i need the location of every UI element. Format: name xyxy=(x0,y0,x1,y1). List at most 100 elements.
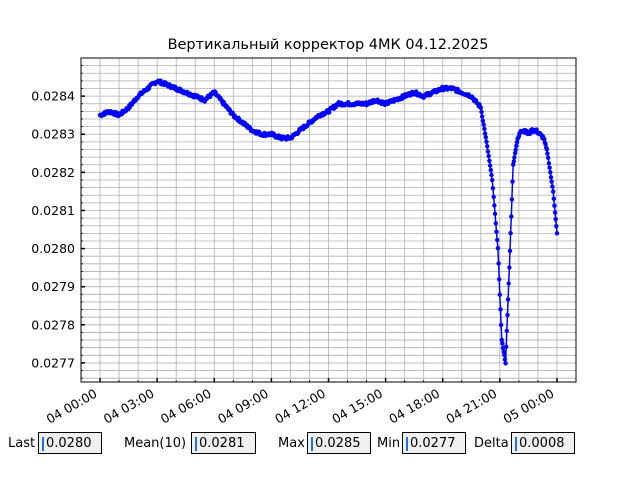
data-point xyxy=(509,214,514,219)
data-point xyxy=(546,161,552,166)
text-cursor xyxy=(311,437,313,451)
data-point xyxy=(508,230,513,236)
data-point xyxy=(504,344,509,349)
data-point xyxy=(489,172,494,178)
data-point xyxy=(497,277,502,282)
x-tick-label: 04 21:00 xyxy=(443,386,499,427)
y-tick-label: 0.0281 xyxy=(31,203,75,218)
data-point xyxy=(547,165,552,170)
data-point xyxy=(545,151,550,156)
y-tick-label: 0.0284 xyxy=(31,89,75,104)
data-point xyxy=(494,229,499,234)
stats-bar: Last 0.0280 Mean(10) 0.0281 Max 0.0285 M… xyxy=(0,432,640,458)
mean-label: Mean(10) xyxy=(124,436,187,451)
data-point xyxy=(502,357,508,362)
x-tick-label: 04 09:00 xyxy=(215,386,271,427)
y-tick-label: 0.0280 xyxy=(31,241,75,256)
grid xyxy=(80,57,577,382)
max-value: 0.0285 xyxy=(315,436,361,451)
data-point xyxy=(479,109,484,115)
data-point xyxy=(327,110,332,115)
data-point xyxy=(490,186,496,191)
last-value-field[interactable]: 0.0280 xyxy=(38,432,102,454)
x-tick-label: 04 15:00 xyxy=(329,386,385,427)
data-point xyxy=(550,184,555,189)
data-point xyxy=(498,322,504,328)
mean-value-field[interactable]: 0.0281 xyxy=(191,432,256,454)
y-tick-label: 0.0282 xyxy=(31,165,75,180)
data-point xyxy=(512,151,518,156)
data-point xyxy=(485,149,491,154)
data-point xyxy=(500,341,505,346)
data-point xyxy=(552,210,558,215)
data-point xyxy=(543,141,548,147)
data-point xyxy=(482,131,488,136)
data-point xyxy=(486,153,491,159)
min-value-field[interactable]: 0.0277 xyxy=(402,432,466,454)
data-point xyxy=(514,143,519,148)
x-tick-label: 04 06:00 xyxy=(158,386,214,427)
data-point xyxy=(506,281,511,286)
data-point xyxy=(497,292,502,297)
data-point xyxy=(507,265,512,270)
series-layer xyxy=(97,78,560,366)
data-point xyxy=(484,139,489,144)
data-point xyxy=(482,126,487,132)
y-tick-label: 0.0278 xyxy=(31,317,75,332)
data-point xyxy=(491,194,496,200)
text-cursor xyxy=(195,437,197,451)
data-point xyxy=(512,155,517,160)
max-label: Max xyxy=(278,436,305,451)
data-point xyxy=(480,118,486,124)
data-point xyxy=(490,177,495,183)
data-point xyxy=(542,136,547,142)
data-point xyxy=(548,175,554,180)
y-tick-label: 0.0277 xyxy=(31,355,75,370)
delta-value-field[interactable]: 0.0008 xyxy=(511,432,575,454)
y-tick-label: 0.0279 xyxy=(31,279,75,294)
data-point xyxy=(499,337,504,343)
chart-title: Вертикальный корректор 4МК 04.12.2025 xyxy=(168,37,489,53)
data-point xyxy=(496,261,501,266)
data-point xyxy=(553,217,558,222)
data-point xyxy=(505,297,511,302)
y-tick-label: 0.0283 xyxy=(31,127,75,142)
data-point xyxy=(505,312,510,318)
data-point xyxy=(502,352,507,358)
max-value-field[interactable]: 0.0285 xyxy=(307,432,371,454)
data-point xyxy=(487,158,492,163)
data-point xyxy=(514,139,520,145)
data-point xyxy=(554,231,560,236)
min-label: Min xyxy=(377,436,401,451)
x-tick-label: 04 12:00 xyxy=(272,386,328,427)
last-value: 0.0280 xyxy=(46,436,92,451)
data-point xyxy=(551,189,556,194)
data-point xyxy=(513,147,518,152)
data-point xyxy=(548,170,553,175)
data-point xyxy=(481,122,486,127)
data-point xyxy=(495,246,501,251)
data-point xyxy=(511,159,516,164)
text-cursor xyxy=(42,437,44,451)
data-point xyxy=(544,147,549,152)
data-point xyxy=(554,224,559,229)
data-point xyxy=(498,307,503,312)
data-point xyxy=(492,211,498,216)
x-tick-label: 04 18:00 xyxy=(386,386,442,427)
text-cursor xyxy=(515,437,517,451)
data-point xyxy=(509,197,515,202)
data-point xyxy=(552,203,557,208)
data-point xyxy=(507,248,513,254)
data-point xyxy=(549,179,554,184)
data-point xyxy=(510,179,515,184)
min-value: 0.0277 xyxy=(410,436,456,451)
x-tick-label: 05 00:00 xyxy=(501,386,557,427)
data-point xyxy=(488,167,493,173)
mean-value: 0.0281 xyxy=(199,436,245,451)
data-point xyxy=(480,114,485,119)
last-label: Last xyxy=(8,436,36,451)
data-point xyxy=(493,221,498,226)
data-point xyxy=(478,105,483,111)
data-point xyxy=(503,361,508,366)
data-point xyxy=(551,196,556,201)
